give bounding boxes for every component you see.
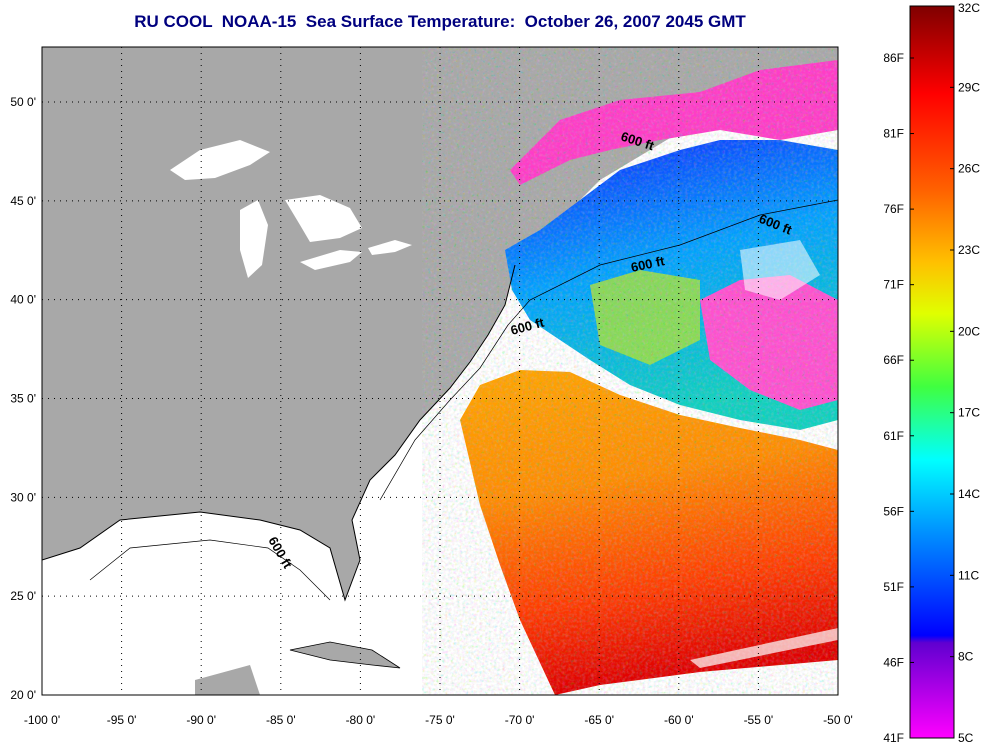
colorbar-fahrenheit-label: 41F bbox=[883, 731, 904, 745]
latitude-label: 45 0' bbox=[10, 194, 36, 208]
sst-speckle bbox=[460, 60, 838, 690]
latitude-label: 50 0' bbox=[10, 95, 36, 109]
cloud-patch bbox=[740, 240, 820, 300]
colorbar-celsius-label: 32C bbox=[958, 1, 980, 15]
latitude-axis: 50 0' 45 0' 40 0' 35 0' 30 0' 25 0' 20 0' bbox=[10, 95, 36, 702]
plot-frame bbox=[41, 46, 839, 696]
longitude-axis: -100 0' -95 0' -90 0' -85 0' -80 0' -75 0' -70… bbox=[24, 713, 853, 727]
cloud-streak bbox=[690, 628, 838, 668]
longitude-label: -100 0' bbox=[24, 713, 60, 727]
colorbar-celsius-label: 17C bbox=[958, 406, 980, 420]
lake-erie bbox=[300, 250, 362, 270]
colorbar-celsius-label: 8C bbox=[958, 650, 974, 664]
colorbar-fahrenheit-label: 81F bbox=[883, 127, 904, 141]
longitude-label: -75 0' bbox=[425, 713, 455, 727]
latitude-label: 20 0' bbox=[10, 688, 36, 702]
longitude-label: -50 0' bbox=[823, 713, 853, 727]
colorbar-fahrenheit-label: 56F bbox=[883, 504, 904, 518]
lake-michigan bbox=[240, 200, 268, 278]
longitude-label: -60 0' bbox=[664, 713, 694, 727]
longitude-label: -70 0' bbox=[505, 713, 535, 727]
colorbar-celsius-label: 14C bbox=[958, 487, 980, 501]
contour-line bbox=[89, 539, 331, 601]
colorbar-fahrenheit-label: 76F bbox=[883, 202, 904, 216]
colorbar-celsius-label: 26C bbox=[958, 162, 980, 176]
latitude-label: 35 0' bbox=[10, 392, 36, 406]
longitude-label: -95 0' bbox=[107, 713, 137, 727]
colorbar-fahrenheit-label: 71F bbox=[883, 278, 904, 292]
colorbar-fahrenheit-label: 66F bbox=[883, 353, 904, 367]
latitude-label: 30 0' bbox=[10, 490, 36, 504]
colorbar-celsius-label: 23C bbox=[958, 243, 980, 257]
lake-huron bbox=[285, 195, 362, 242]
longitude-label: -65 0' bbox=[584, 713, 614, 727]
colorbar-fahrenheit-label: 61F bbox=[883, 429, 904, 443]
colorbar-celsius-label: 29C bbox=[958, 80, 980, 94]
colorbar-celsius-label: 20C bbox=[958, 324, 980, 338]
contour-line bbox=[379, 199, 838, 501]
longitude-label: -85 0' bbox=[266, 713, 296, 727]
longitude-label: -55 0' bbox=[744, 713, 774, 727]
yucatan bbox=[195, 665, 260, 695]
grid-lines bbox=[42, 47, 838, 695]
cuba bbox=[289, 641, 401, 669]
coastline bbox=[42, 264, 516, 602]
colorbar-fahrenheit-label: 51F bbox=[883, 580, 904, 594]
colorbar-fahrenheit-label: 46F bbox=[883, 655, 904, 669]
colorbar-celsius-label: 11C bbox=[958, 568, 979, 582]
lake-superior bbox=[170, 140, 270, 180]
longitude-label: -80 0' bbox=[346, 713, 376, 727]
latitude-label: 40 0' bbox=[10, 293, 36, 307]
map-title: RU COOL NOAA-15 Sea Surface Temperature:… bbox=[134, 12, 746, 31]
latitude-label: 25 0' bbox=[10, 589, 36, 603]
colorbar: 32C 29C 26C 23C 20C 17C 14C 11C 8C 5C 86F 81F 76F 71F… bbox=[883, 1, 980, 745]
contour-label: 600 ft bbox=[630, 253, 667, 275]
colorbar-fahrenheit-label: 86F bbox=[883, 51, 904, 65]
colorbar-celsius-label: 5C bbox=[958, 731, 974, 745]
colorbar-gradient bbox=[909, 5, 955, 739]
longitude-label: -90 0' bbox=[186, 713, 216, 727]
lake-ontario bbox=[368, 240, 412, 255]
